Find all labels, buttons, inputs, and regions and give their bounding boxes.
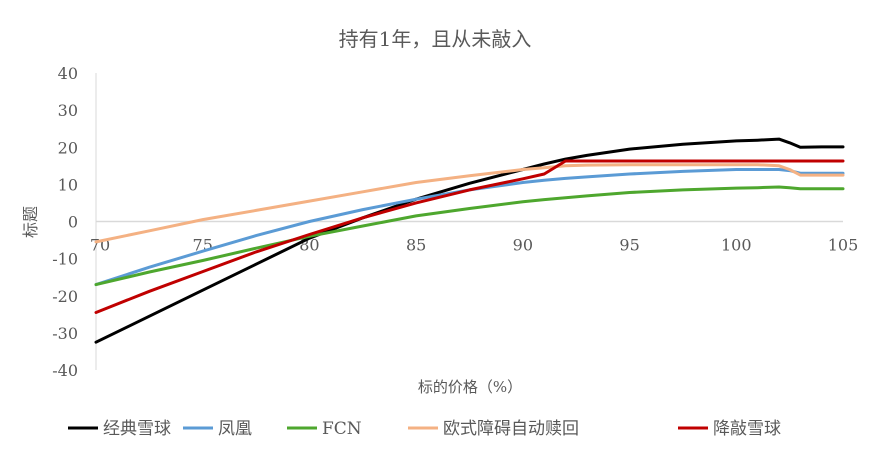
series-line-0 xyxy=(94,137,845,344)
y-axis-label: 标题 xyxy=(21,206,40,238)
x-axis-label: 标的价格（%） xyxy=(418,378,522,396)
y-tick-label: -30 xyxy=(52,324,78,343)
y-tick-label: -40 xyxy=(52,361,78,380)
x-tick-label: 105 xyxy=(828,236,859,255)
y-tick-label: -10 xyxy=(52,250,78,269)
series-line-1 xyxy=(94,168,845,287)
x-tick-label: 100 xyxy=(721,236,752,255)
x-tick-label: 85 xyxy=(406,236,426,255)
y-tick-label: 40 xyxy=(58,64,78,83)
y-tick-label: 20 xyxy=(58,138,78,157)
legend-label: 经典雪球 xyxy=(103,419,171,439)
y-tick-label: 10 xyxy=(58,175,78,194)
y-tick-label: -20 xyxy=(52,287,78,306)
series-line-2 xyxy=(94,185,845,287)
series-line-3 xyxy=(94,163,845,244)
series-line-4 xyxy=(94,159,845,314)
x-tick-label: 90 xyxy=(513,236,533,255)
x-tick-label: 95 xyxy=(619,236,639,255)
legend-label: 凤凰 xyxy=(218,419,252,439)
legend-label: 欧式障碍自动赎回 xyxy=(443,419,579,439)
y-tick-label: 30 xyxy=(58,101,78,120)
legend-label: 降敲雪球 xyxy=(713,419,781,439)
legend-label: FCN xyxy=(322,419,362,439)
y-tick-label: 0 xyxy=(68,213,78,232)
chart-title: 持有1年，且从未敲入 xyxy=(339,27,532,51)
